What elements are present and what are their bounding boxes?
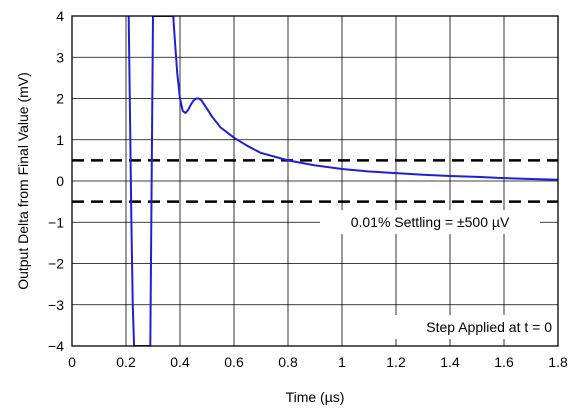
step-annotation-background [374,315,554,339]
x-axis-title: Time (µs) [286,389,345,405]
annotation-layer: 0.01% Settling = ±500 µV Step Applied at… [320,210,554,339]
settling-annotation: 0.01% Settling = ±500 µV [351,214,510,230]
x-tick-label: 0.6 [224,354,244,370]
y-tick-label: −3 [48,297,64,313]
x-tick-label: 0.4 [170,354,190,370]
y-tick-label: −2 [48,256,64,272]
y-tick-label: −1 [48,214,64,230]
output-delta-series-line [127,16,558,346]
x-tick-label: 1.2 [386,354,406,370]
y-tick-label: 0 [56,173,64,189]
x-tick-label: 1.6 [494,354,514,370]
y-tick-label: 3 [56,49,64,65]
x-tick-label: 1 [338,354,346,370]
step-annotation: Step Applied at t = 0 [426,319,552,335]
settling-band-lines [72,159,558,203]
y-axis-title: Output Delta from Final Value (mV) [15,72,31,290]
y-tick-label: 1 [56,132,64,148]
x-tick-label: 0.8 [278,354,298,370]
x-tick-labels: 0 0.2 0.4 0.6 0.8 1 1.2 1.4 1.6 1.8 [68,354,568,370]
x-tick-label: 1.8 [548,354,568,370]
series-layer [127,16,558,346]
plot-frame [71,15,559,347]
y-tick-label: −4 [48,338,64,354]
y-tick-label: 2 [56,91,64,107]
x-tick-label: 1.4 [440,354,460,370]
y-tick-label: 4 [56,8,64,24]
y-tick-labels: −4 −3 −2 −1 0 1 2 3 4 [48,8,64,354]
x-tick-label: 0 [68,354,76,370]
x-tick-label: 0.2 [116,354,136,370]
settling-annotation-background [320,210,540,234]
